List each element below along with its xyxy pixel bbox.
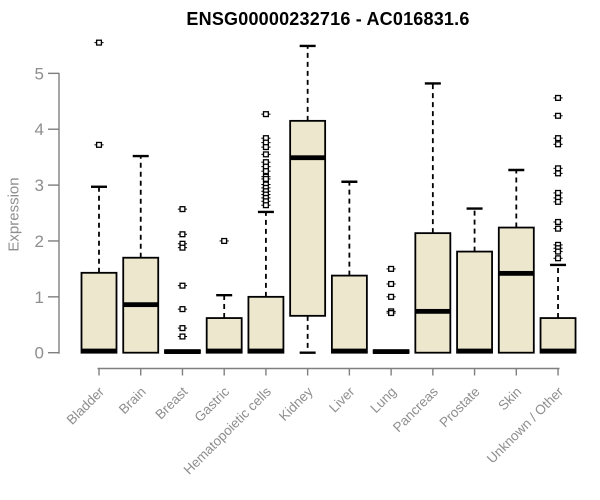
median-line — [81, 348, 117, 354]
y-tick-label: 4 — [35, 120, 44, 139]
iqr-box — [289, 119, 327, 317]
x-tick-label: Breast — [152, 384, 190, 422]
x-tick-label: Liver — [326, 384, 358, 416]
outlier-point — [179, 325, 186, 332]
median-line — [206, 348, 243, 354]
outlier-point — [554, 165, 562, 172]
iqr-box — [247, 295, 285, 354]
box-breast — [164, 206, 201, 354]
outlier-point — [221, 237, 228, 245]
median-line — [164, 349, 201, 354]
outlier-point — [179, 282, 186, 289]
box-liver — [330, 180, 368, 354]
outlier-point — [262, 144, 269, 151]
outlier-point — [262, 202, 269, 209]
outlier-point — [554, 94, 562, 101]
x-tick-label: Bladder — [64, 384, 108, 428]
y-tick-label: 0 — [35, 344, 44, 363]
iqr-box — [330, 274, 368, 354]
x-tick-label: Pancreas — [390, 384, 441, 435]
outlier-point — [554, 112, 562, 119]
median-line — [456, 348, 493, 354]
median-line — [247, 348, 284, 354]
box-gastric — [205, 237, 243, 354]
outlier-point — [262, 151, 269, 158]
median-line — [331, 348, 368, 354]
median-line — [122, 302, 159, 308]
median-line — [498, 270, 535, 276]
outlier-point — [554, 218, 562, 226]
x-tick-label: Brain — [116, 384, 149, 417]
iqr-box — [497, 226, 535, 354]
median-line — [373, 349, 410, 354]
box-hematopoietic-cells — [247, 111, 285, 354]
outlier-point — [179, 306, 186, 313]
y-tick-label: 1 — [35, 288, 44, 307]
outlier-point — [388, 293, 395, 300]
outlier-point — [554, 170, 562, 177]
box-bladder — [80, 39, 118, 354]
outlier-point — [262, 175, 269, 182]
iqr-box — [539, 317, 577, 354]
chart-title: ENSG00000232716 - AC016831.6 — [186, 9, 470, 29]
outlier-point — [388, 309, 395, 317]
outlier-point — [388, 265, 395, 272]
outlier-point — [554, 189, 562, 196]
x-tick-label: Prostate — [437, 384, 483, 430]
outlier-point — [179, 244, 186, 251]
outlier-point — [179, 206, 186, 213]
box-skin — [497, 168, 535, 354]
y-tick-label: 5 — [35, 64, 44, 83]
x-tick-label: Kidney — [276, 384, 316, 424]
outlier-point — [554, 135, 562, 142]
x-tick-label: Unknown / Other — [484, 384, 567, 467]
outlier-point — [95, 141, 103, 148]
box-lung — [372, 265, 410, 354]
y-tick-label: 2 — [35, 232, 44, 251]
outlier-point — [388, 280, 395, 288]
outlier-point — [262, 168, 269, 175]
iqr-box — [456, 250, 493, 354]
iqr-box — [80, 271, 118, 354]
y-tick-label: 3 — [35, 176, 44, 195]
box-brain — [122, 154, 160, 354]
box-unknown-other — [539, 94, 577, 354]
median-line — [289, 155, 326, 161]
outlier-point — [554, 141, 562, 148]
median-line — [414, 308, 451, 314]
outlier-point — [179, 333, 186, 340]
outlier-point — [95, 39, 103, 46]
outlier-point — [262, 111, 269, 118]
outlier-point — [554, 255, 562, 262]
x-tick-label: Skin — [495, 384, 524, 413]
iqr-box — [205, 317, 243, 354]
outlier-point — [554, 198, 562, 205]
outlier-point — [554, 248, 562, 255]
box-prostate — [456, 207, 493, 354]
box-pancreas — [414, 82, 452, 354]
x-tick-label: Lung — [367, 384, 399, 416]
box-kidney — [289, 44, 327, 354]
outlier-point — [179, 231, 186, 238]
median-line — [540, 348, 577, 354]
outlier-point — [554, 225, 562, 232]
x-tick-label: Gastric — [191, 384, 232, 425]
iqr-box — [414, 232, 452, 354]
